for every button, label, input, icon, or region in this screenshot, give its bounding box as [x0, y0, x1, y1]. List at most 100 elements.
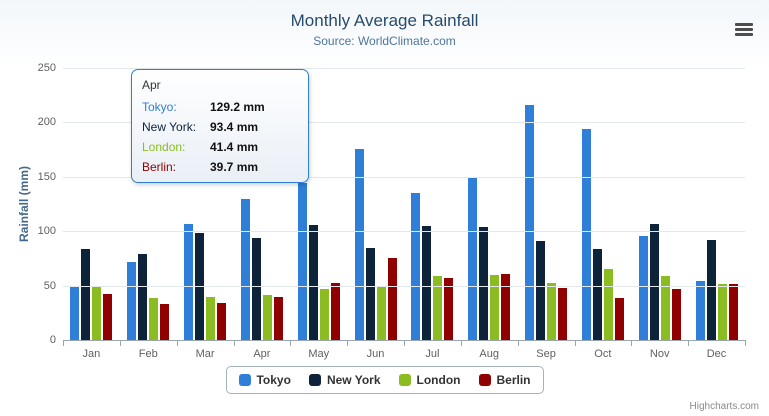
bar-new-york-jun[interactable] — [365, 248, 375, 340]
x-axis-label-jun: Jun — [366, 348, 385, 360]
bar-london-jul[interactable] — [433, 275, 443, 340]
bar-london-apr[interactable] — [262, 295, 272, 340]
bar-berlin-dec[interactable] — [728, 284, 738, 340]
bar-groups — [63, 68, 745, 340]
bar-tokyo-dec[interactable] — [695, 280, 705, 340]
tooltip-series-value: 39.7 mm — [210, 160, 259, 174]
y-axis-tick-label: 150 — [37, 170, 56, 183]
bar-berlin-may[interactable] — [330, 282, 340, 340]
tooltip-row: New York: 93.4 mm — [142, 120, 298, 134]
legend-label: New York — [326, 373, 381, 387]
bar-london-mar[interactable] — [206, 297, 216, 340]
bar-tokyo-jul[interactable] — [411, 192, 421, 340]
bar-london-nov[interactable] — [660, 275, 670, 340]
bar-london-jan[interactable] — [92, 286, 102, 340]
bar-new-york-sep[interactable] — [536, 240, 546, 340]
bar-berlin-apr[interactable] — [273, 296, 283, 340]
bar-berlin-mar[interactable] — [217, 302, 227, 340]
legend-swatch-icon — [478, 374, 491, 386]
y-axis-tick-label: 100 — [37, 225, 56, 238]
x-axis-tick — [745, 341, 746, 346]
x-axis-label-aug: Aug — [479, 348, 499, 360]
x-axis-label-oct: Oct — [594, 348, 612, 360]
bar-berlin-nov[interactable] — [671, 289, 681, 340]
tooltip: Apr Tokyo: 129.2 mm New York: 93.4 mm Lo… — [131, 69, 309, 183]
bar-tokyo-mar[interactable] — [184, 224, 194, 340]
bar-london-aug[interactable] — [490, 275, 500, 340]
legend-item-berlin[interactable]: Berlin — [478, 373, 531, 387]
hamburger-menu-icon[interactable] — [733, 21, 755, 38]
bar-new-york-dec[interactable] — [706, 239, 716, 340]
x-axis-tick — [119, 341, 121, 346]
hamburger-bar — [735, 28, 753, 31]
bar-group-jan — [63, 68, 120, 340]
x-axis-tick — [233, 341, 235, 346]
legend-label: Tokyo — [256, 373, 291, 387]
y-axis-tick-label: 50 — [43, 279, 56, 292]
bar-tokyo-sep[interactable] — [525, 104, 535, 340]
bar-new-york-aug[interactable] — [479, 226, 489, 340]
legend-item-tokyo[interactable]: Tokyo — [238, 373, 291, 387]
bar-group-nov — [631, 68, 688, 340]
bar-new-york-oct[interactable] — [592, 249, 602, 340]
bar-berlin-jul[interactable] — [444, 277, 454, 340]
x-axis-label-dec: Dec — [706, 348, 727, 360]
x-axis-labels: Jan Feb Mar Apr May Jun Jul Aug Sep Oct Nov Dec — [63, 348, 745, 360]
bar-berlin-jan[interactable] — [103, 293, 113, 340]
x-axis-tick — [176, 341, 178, 346]
bar-berlin-aug[interactable] — [501, 274, 511, 340]
bar-tokyo-may[interactable] — [297, 183, 307, 340]
credits-link[interactable]: Highcharts.com — [689, 401, 759, 412]
legend: Tokyo New York London Berlin — [225, 366, 544, 394]
bar-new-york-may[interactable] — [308, 224, 318, 340]
x-axis-label-feb: Feb — [138, 348, 158, 360]
bar-new-york-jan[interactable] — [81, 249, 91, 340]
legend-swatch-icon — [398, 374, 411, 386]
bar-london-oct[interactable] — [603, 269, 613, 340]
bar-berlin-jun[interactable] — [387, 257, 397, 340]
bar-new-york-nov[interactable] — [649, 224, 659, 340]
bar-berlin-sep[interactable] — [558, 288, 568, 340]
x-axis-tick — [517, 341, 519, 346]
legend-item-new-york[interactable]: New York — [308, 373, 381, 387]
bar-london-dec[interactable] — [717, 284, 727, 340]
x-axis-tick — [631, 341, 633, 346]
x-axis-label-sep: Sep — [536, 348, 556, 360]
tooltip-row: London: 41.4 mm — [142, 140, 298, 154]
x-axis-line — [63, 340, 746, 341]
legend-item-london[interactable]: London — [398, 373, 461, 387]
bar-tokyo-nov[interactable] — [638, 236, 648, 340]
bar-london-sep[interactable] — [547, 283, 557, 340]
gridline — [63, 231, 745, 233]
bar-berlin-oct[interactable] — [614, 297, 624, 340]
bar-group-jul — [404, 68, 461, 340]
plot-area — [63, 68, 745, 340]
bar-new-york-jul[interactable] — [422, 225, 432, 340]
y-axis-tick-label: 0 — [49, 334, 56, 346]
bar-new-york-apr[interactable] — [251, 238, 261, 340]
bar-new-york-feb[interactable] — [138, 254, 148, 340]
bar-london-may[interactable] — [319, 288, 329, 340]
y-axis-tick-label: 200 — [37, 116, 56, 129]
legend-swatch-icon — [238, 374, 251, 386]
bar-tokyo-jan[interactable] — [70, 285, 80, 340]
bar-berlin-feb[interactable] — [160, 303, 170, 340]
bar-group-jun — [347, 68, 404, 340]
hamburger-bar — [735, 23, 753, 26]
x-axis-tick — [290, 341, 292, 346]
tooltip-series-label: London: — [142, 140, 186, 154]
bar-tokyo-jun[interactable] — [354, 148, 364, 340]
bar-group-oct — [574, 68, 631, 340]
bar-tokyo-oct[interactable] — [581, 128, 591, 340]
gridline — [63, 176, 745, 178]
tooltip-row: Berlin: 39.7 mm — [142, 160, 298, 174]
bar-london-jun[interactable] — [376, 287, 386, 340]
x-axis-label-nov: Nov — [649, 348, 670, 360]
gridline — [63, 122, 745, 124]
tooltip-series-label: New York: — [142, 120, 197, 134]
bar-london-feb[interactable] — [149, 297, 159, 340]
bar-tokyo-feb[interactable] — [127, 262, 137, 340]
bar-tokyo-apr[interactable] — [240, 199, 250, 340]
bar-tokyo-aug[interactable] — [468, 178, 478, 340]
